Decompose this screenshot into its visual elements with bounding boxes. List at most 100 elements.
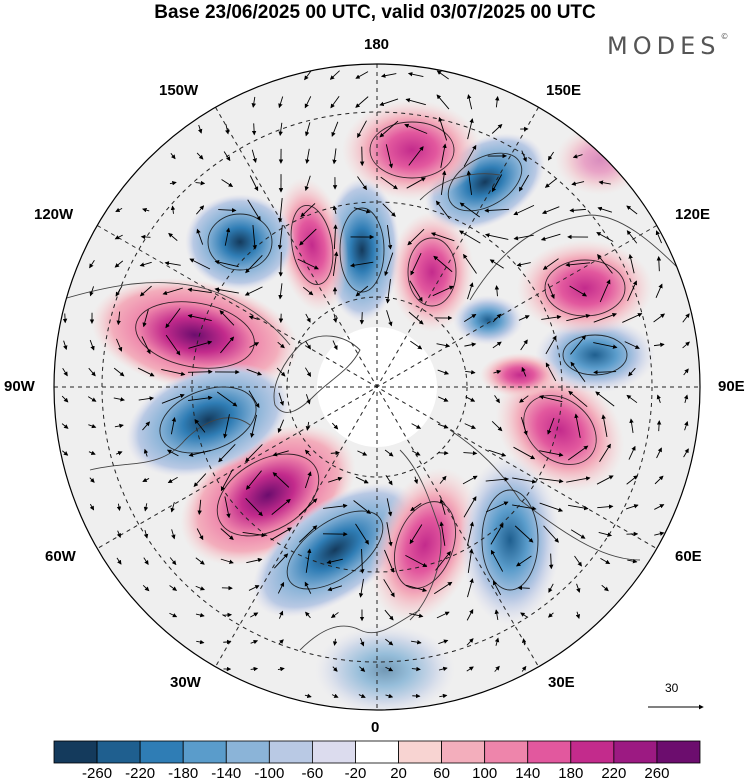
wind-vector: [251, 96, 256, 108]
wind-vector: [386, 310, 393, 327]
wind-vector: [629, 418, 634, 433]
wind-vector: [513, 446, 536, 460]
wind-vector: [218, 207, 237, 213]
wind-vector: [169, 557, 177, 566]
wind-vector: [492, 341, 502, 349]
wind-vector: [465, 396, 476, 402]
wind-vector: [89, 339, 95, 351]
anomaly-centre: [517, 240, 653, 336]
wind-vector: [379, 98, 399, 106]
wind-vector: [539, 450, 564, 457]
wind-vector: [571, 181, 585, 186]
wind-vector: [493, 369, 502, 375]
wind-vector: [407, 72, 424, 78]
colorbar-tick-label: -140: [211, 765, 242, 782]
wind-vector: [143, 557, 149, 565]
wind-vector: [220, 558, 234, 564]
wind-vector: [188, 449, 211, 457]
wind-vector: [521, 638, 527, 646]
wind-vector: [245, 498, 263, 517]
wind-vector: [61, 395, 69, 403]
wind-vector: [565, 262, 590, 268]
colorbar-swatch: [656, 740, 701, 764]
wind-vector: [520, 612, 528, 618]
map-border: [53, 63, 701, 711]
wind-vector: [467, 118, 474, 140]
wind-vector: [139, 261, 152, 267]
wind-vector: [439, 498, 446, 515]
wind-vector: [438, 639, 449, 645]
wind-vector: [653, 342, 665, 348]
wind-vector: [568, 390, 588, 408]
wind-vector: [435, 200, 450, 220]
anomaly-centre: [126, 363, 290, 477]
wind-vector: [570, 335, 586, 355]
wind-vector: [570, 529, 586, 539]
wind-vector: [304, 96, 312, 109]
wind-vector: [141, 336, 151, 355]
wind-vector: [278, 96, 284, 109]
anomaly-centre: [185, 194, 295, 290]
wind-vector: [540, 233, 561, 241]
wind-vector: [521, 665, 527, 672]
lon-label-120e: 120E: [675, 206, 711, 223]
wind-vector: [350, 261, 374, 268]
wind-vector: [62, 368, 68, 377]
wind-vector: [541, 314, 562, 320]
wind-vector: [89, 477, 95, 483]
wind-vector: [63, 340, 68, 351]
wind-vector: [196, 528, 204, 541]
wind-vector: [628, 367, 636, 377]
wind-vector: [168, 232, 178, 241]
copyright-mark: ©: [720, 32, 729, 41]
wind-vector: [305, 340, 311, 350]
wind-vector: [406, 177, 426, 189]
wind-vector: [569, 285, 587, 297]
colorbar-tick-label: 100: [472, 765, 498, 782]
wind-vector: [214, 287, 239, 294]
wind-vector: [299, 228, 317, 246]
wind-vector: [167, 476, 178, 484]
wind-vector: [251, 149, 257, 163]
wind-vector: [430, 232, 455, 242]
lon-label-30e: 30E: [548, 674, 575, 691]
wind-vector: [575, 611, 581, 619]
wind-vector: [601, 584, 609, 592]
colorbar-swatch: [570, 740, 615, 764]
wind-vector: [331, 121, 339, 137]
wind-vector: [656, 420, 662, 432]
wind-vector: [465, 369, 476, 375]
lon-label-180: 180: [364, 36, 390, 53]
wind-vector: [512, 477, 537, 484]
wind-vector: [598, 180, 611, 185]
anomaly-centre: [480, 353, 560, 397]
anomaly-centre: [315, 625, 455, 710]
wind-vector: [305, 421, 311, 431]
wind-vector: [358, 693, 366, 698]
wind-vector: [357, 120, 367, 138]
wind-vector: [114, 234, 123, 240]
wind-vector: [188, 395, 213, 401]
wind-vector: [545, 335, 557, 355]
wind-vector: [332, 340, 338, 351]
wind-vector: [542, 206, 560, 215]
wind-vector: [539, 502, 564, 512]
wind-vector: [277, 225, 283, 250]
wind-vector: [89, 260, 95, 269]
wind-vector: [332, 666, 338, 672]
wind-vector: [626, 394, 638, 404]
wind-vector: [548, 583, 554, 593]
wind-vector: [244, 286, 263, 296]
wind-vector: [574, 555, 582, 567]
wind-vector: [405, 98, 426, 106]
wind-vector: [250, 639, 259, 645]
wind-vector: [323, 503, 348, 509]
wind-vector: [411, 450, 421, 456]
wind-vector: [626, 205, 638, 215]
wind-vector: [359, 666, 366, 672]
anomaly-centre: [91, 277, 299, 393]
wind-vector: [513, 234, 534, 241]
wind-vector: [654, 475, 664, 485]
wind-vector: [359, 312, 365, 325]
lon-label-90e: 90E: [718, 378, 745, 395]
